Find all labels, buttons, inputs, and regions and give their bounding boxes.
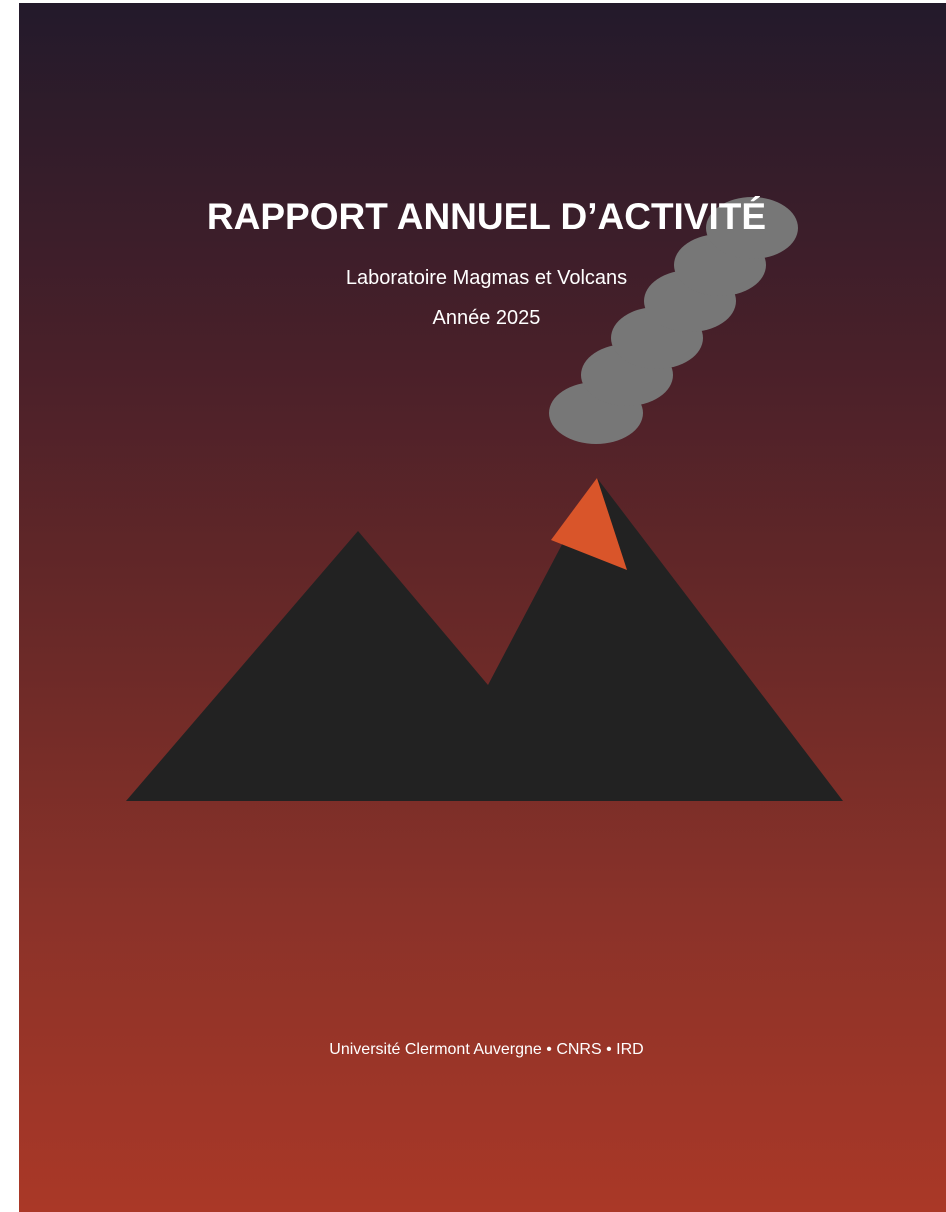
footer: Université Clermont Auvergne • CNRS • IR…: [19, 1041, 946, 1059]
cover: RAPPORT ANNUEL D’ACTIVITÉ Laboratoire Ma…: [19, 3, 946, 1212]
illustration: [19, 3, 946, 1212]
page: RAPPORT ANNUEL D’ACTIVITÉ Laboratoire Ma…: [0, 0, 946, 1212]
subtitle: Laboratoire Magmas et Volcans: [19, 267, 946, 290]
year: Année 2025: [19, 307, 946, 330]
title: RAPPORT ANNUEL D’ACTIVITÉ: [19, 196, 946, 238]
mountains: [126, 478, 843, 801]
